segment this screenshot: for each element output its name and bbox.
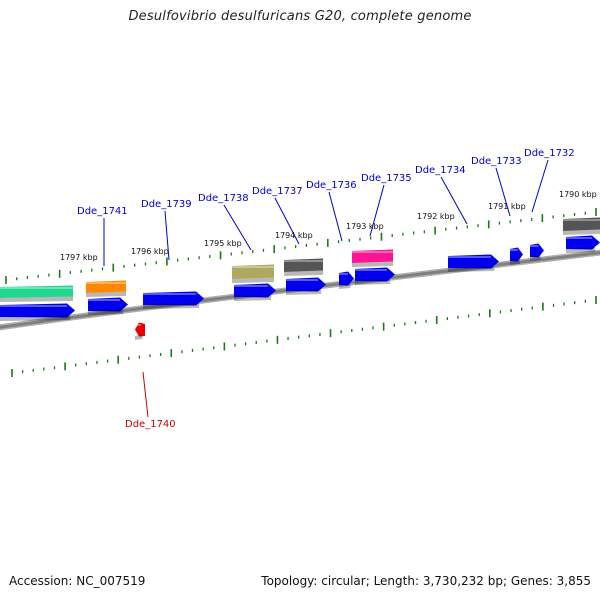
- gene-feature-olive: [232, 264, 274, 283]
- gene-label: Dde_1733: [471, 156, 522, 167]
- topology-label: Topology:: [261, 574, 318, 588]
- accession-value: NC_007519: [76, 574, 146, 588]
- gene-arrow-blue: [355, 267, 395, 285]
- gene-label: Dde_1737: [252, 186, 303, 197]
- accession-label: Accession:: [9, 574, 73, 588]
- gene-label: Dde_1741: [77, 206, 128, 217]
- gene-label: Dde_1739: [141, 199, 192, 210]
- gene-label: Dde_1732: [524, 148, 575, 159]
- scale-label: 1796 kbp: [131, 247, 169, 256]
- gene-arrow-blue: [530, 243, 544, 261]
- scale-label: 1790 kbp: [559, 190, 597, 199]
- gene-leader-line: [274, 197, 300, 245]
- gene-label: Dde_1736: [306, 180, 357, 191]
- gene-label: Dde_1734: [415, 165, 466, 176]
- footer-accession: Accession: NC_007519: [9, 574, 145, 588]
- gene-arrow-blue: [234, 283, 276, 301]
- topology-value: circular;: [321, 574, 370, 588]
- gene-arrow-blue: [448, 254, 499, 272]
- gene-arrow-blue: [286, 277, 326, 295]
- gene-arrow-blue: [88, 297, 128, 315]
- gene-leader-line: [495, 167, 511, 217]
- gene-feature-pink: [352, 249, 393, 267]
- gene-leader-line: [531, 159, 549, 213]
- gene-leader-line: [369, 184, 385, 237]
- gene-label: Dde_1738: [198, 193, 249, 204]
- gene-feature-green: [0, 285, 73, 302]
- gene-feature-orange: [86, 280, 126, 297]
- length-value: 3,730,232 bp;: [422, 574, 508, 588]
- gene-leader-line: [223, 204, 252, 251]
- gene-arrow-blue: [510, 247, 523, 265]
- scale-label: 1793 kbp: [346, 222, 384, 231]
- gene-feature-gray: [563, 217, 600, 235]
- page-title: Desulfovibrio desulfuricans G20, complet…: [128, 9, 472, 24]
- gene-arrow-blue: [0, 303, 75, 321]
- gene-leader-line: [328, 191, 343, 242]
- scale-label: 1795 kbp: [204, 239, 242, 248]
- gene-label: Dde_1735: [361, 173, 412, 184]
- scale-label: 1791 kbp: [488, 202, 526, 211]
- gene-feature-gray: [284, 258, 323, 276]
- gene-label: Dde_1740: [125, 419, 176, 430]
- gene-feature-red: [135, 322, 145, 340]
- scale-label: 1794 kbp: [275, 231, 313, 240]
- scale-label: 1792 kbp: [417, 212, 455, 221]
- footer-stats: Topology: circular; Length: 3,730,232 bp…: [261, 574, 591, 588]
- scale-label: 1797 kbp: [60, 253, 98, 262]
- length-label: Length:: [373, 574, 420, 588]
- gene-leader-line: [142, 371, 149, 418]
- gene-arrow-blue: [566, 235, 600, 253]
- gene-arrow-blue: [143, 291, 204, 309]
- gene-arrow-blue: [339, 271, 354, 289]
- genes-value: 3,855: [556, 574, 591, 588]
- genes-label: Genes:: [510, 574, 553, 588]
- gene-leader-line: [164, 210, 170, 261]
- gene-leader-line: [440, 176, 468, 225]
